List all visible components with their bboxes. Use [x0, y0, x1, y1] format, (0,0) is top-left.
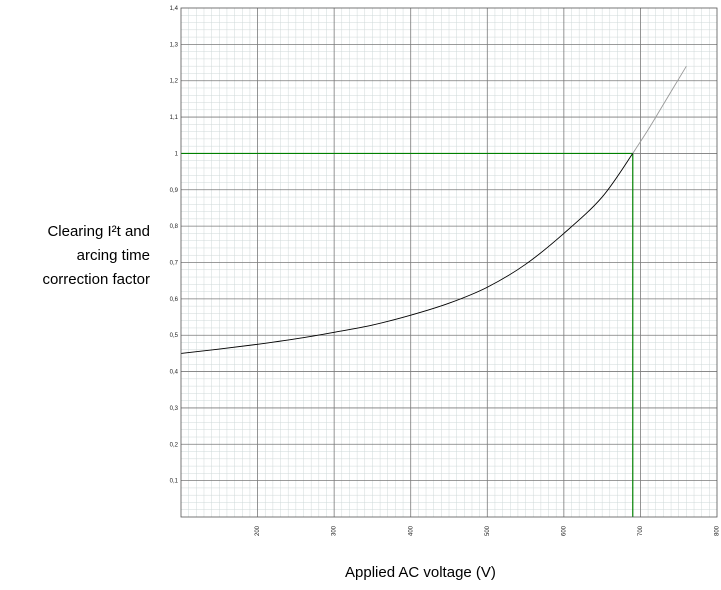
y-tick-label: 0,1	[170, 479, 179, 485]
y-axis-label-line-3: correction factor	[42, 271, 150, 288]
x-tick-label: 800	[715, 525, 721, 536]
reference-lines	[181, 152, 634, 517]
y-tick-label: 1,2	[170, 79, 179, 85]
y-tick-label: 0,9	[170, 188, 179, 194]
y-tick-label: 0,7	[170, 261, 179, 267]
x-tick-label: 500	[485, 525, 491, 536]
y-tick-label: 0,8	[170, 224, 179, 230]
plot-frame	[180, 7, 718, 518]
y-tick-label: 1,4	[170, 6, 179, 12]
y-axis-label-line-2: arcing time	[76, 247, 150, 264]
y-axis-label-line-1: Clearing I²t and	[47, 223, 150, 240]
x-tick-label: 400	[408, 525, 414, 536]
y-tick-label: 0,2	[170, 442, 179, 448]
major-grid	[181, 8, 717, 517]
series-group	[180, 65, 687, 354]
x-axis-label: Applied AC voltage (V)	[345, 564, 496, 581]
y-tick-label: 1,1	[170, 115, 179, 121]
y-tick-label: 1	[175, 151, 179, 157]
y-tick-label: 0,3	[170, 406, 179, 412]
series-line-2	[632, 65, 687, 154]
y-tick-label: 0,4	[170, 370, 179, 376]
y-tick-label: 0,6	[170, 297, 179, 303]
x-tick-label: 200	[255, 525, 261, 536]
x-tick-label: 300	[332, 525, 338, 536]
y-tick-label: 0,5	[170, 333, 179, 339]
series-line-1	[180, 153, 634, 354]
y-tick-labels: 0,1 0,2 0,3 0,4 0,5 0,6 0,7 0,8 0,9 1 1,1 1,2 1,3 1,4	[170, 6, 179, 485]
y-tick-label: 1,3	[170, 42, 179, 48]
x-tick-label: 700	[638, 525, 644, 536]
x-tick-labels: 200 300 400 500 600 700 800	[255, 525, 720, 536]
x-tick-label: 600	[561, 525, 567, 536]
